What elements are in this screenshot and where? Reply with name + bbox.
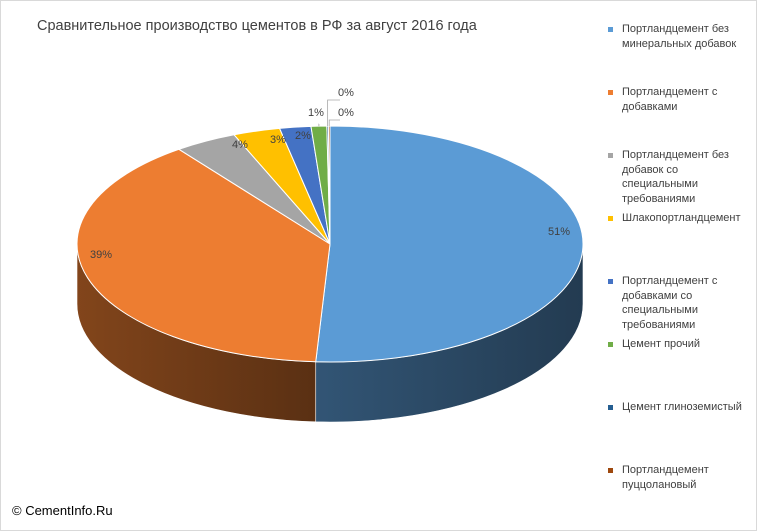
legend-swatch bbox=[608, 468, 613, 473]
legend-label: Портландцемент с добавками bbox=[622, 86, 718, 113]
legend-swatch bbox=[608, 27, 613, 32]
legend-swatch bbox=[608, 342, 613, 347]
pie-slice-0 bbox=[315, 125, 584, 363]
pie-slice-1 bbox=[76, 148, 331, 363]
data-label-5: 1% bbox=[308, 107, 324, 119]
legend-label: Портландцемент без минеральных добавок bbox=[622, 23, 737, 50]
legend-label: Цемент глиноземистый bbox=[622, 401, 742, 413]
data-label-1: 39% bbox=[90, 249, 112, 261]
legend-swatch bbox=[608, 405, 613, 410]
data-label-6: 0% bbox=[338, 87, 354, 99]
data-label-2: 4% bbox=[232, 139, 248, 151]
chart-title: Сравнительное производство цементов в РФ… bbox=[37, 18, 477, 34]
data-label-0: 51% bbox=[548, 226, 570, 238]
legend-label: Цемент прочий bbox=[622, 338, 701, 350]
legend-swatch bbox=[608, 279, 613, 284]
legend-swatch bbox=[608, 90, 613, 95]
leader-line-7 bbox=[328, 119, 340, 127]
copyright-text: © CementInfo.Ru bbox=[12, 503, 113, 518]
leader-line-6 bbox=[327, 99, 340, 127]
legend-label: Шлакопортландцемент bbox=[622, 212, 741, 224]
legend-swatch bbox=[608, 153, 613, 158]
data-label-7: 0% bbox=[338, 107, 354, 119]
data-label-4: 2% bbox=[295, 130, 311, 142]
legend-label: Портландцемент с добавками со специальны… bbox=[622, 275, 718, 331]
legend-label: Портландцемент пуццолановый bbox=[622, 464, 709, 491]
data-label-3: 3% bbox=[270, 134, 286, 146]
legend-label: Портландцемент без добавок со специальны… bbox=[622, 149, 729, 205]
legend-swatch bbox=[608, 216, 613, 221]
